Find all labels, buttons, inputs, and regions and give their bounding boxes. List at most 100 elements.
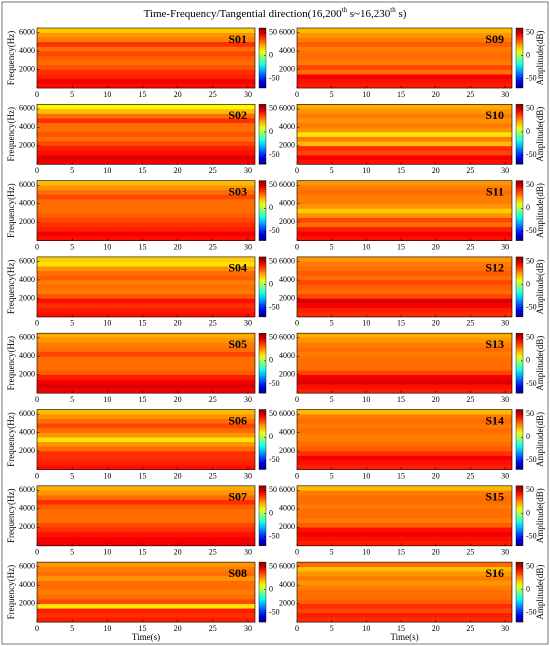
spectrogram-cell: [37, 270, 255, 276]
x-tick-label: 30: [244, 624, 252, 633]
x-tick-label: 10: [362, 90, 370, 99]
spectrogram-cell: [297, 150, 512, 156]
x-tick-label: 20: [174, 166, 182, 175]
panel-label: S10: [485, 108, 504, 122]
colorbar-tick-label: 50: [526, 27, 534, 36]
spectrogram-cell: [37, 508, 255, 514]
spectrogram-cell: [37, 518, 255, 524]
spectrogram-cell: [37, 333, 255, 339]
x-tick-label: 25: [209, 395, 217, 404]
y-tick-label: 4000: [279, 46, 295, 55]
spectrogram-cell: [297, 208, 512, 214]
colorbar-label: Amplitude(dB): [535, 565, 545, 620]
x-tick-label: 15: [397, 166, 405, 175]
spectrogram-cell: [297, 256, 512, 262]
spectrogram-cell: [297, 333, 512, 339]
spectrogram-cell: [37, 562, 255, 568]
y-axis-label: Frequency(Hz): [6, 412, 16, 466]
x-tick-label: 0: [295, 624, 299, 633]
spectrogram-cell: [297, 127, 512, 133]
y-tick-label: 6000: [19, 485, 35, 494]
spectrogram-cell: [297, 312, 512, 318]
spectrogram-cell: [297, 522, 512, 528]
spectrogram-cell: [37, 261, 255, 267]
spectrogram-cell: [297, 270, 512, 276]
x-tick-label: 25: [466, 548, 474, 557]
spectrogram-cell: [37, 580, 255, 586]
plot-frame: [36, 27, 256, 89]
colorbar-tick-label: -50: [526, 379, 537, 388]
spectrogram-cell: [37, 370, 255, 376]
spectrogram-cell: [297, 194, 512, 200]
plot-frame: [36, 256, 256, 318]
x-tick-label: 5: [330, 471, 334, 480]
panel-label: S13: [485, 337, 504, 351]
y-tick-label: 4000: [19, 580, 35, 589]
spectrogram-cell: [37, 490, 255, 496]
spectrogram-cell: [297, 266, 512, 272]
spectrogram-cell: [297, 608, 512, 614]
spectrogram-cell: [37, 351, 255, 357]
spectrogram-cell: [37, 155, 255, 160]
x-tick-label: 30: [501, 242, 509, 251]
colorbar-tick-label: -50: [526, 608, 537, 617]
colorbar-tick-label: -50: [269, 531, 280, 540]
spectrogram-cell: [297, 303, 512, 308]
spectrogram-cell: [297, 589, 512, 595]
spectrogram-cell: [297, 451, 512, 456]
x-tick-label: 10: [103, 90, 111, 99]
spectrogram-cell: [37, 337, 255, 343]
spectrogram-cell: [37, 589, 255, 595]
panel-label: S05: [228, 337, 247, 351]
colorbar-tick-label: 0: [526, 585, 530, 594]
spectrogram-cell: [37, 203, 255, 209]
x-tick-label: 20: [174, 624, 182, 633]
spectrogram-cell: [37, 541, 255, 547]
title-part: s): [396, 8, 407, 20]
spectrogram-cell: [37, 446, 255, 452]
y-tick-label: 4000: [279, 122, 295, 131]
spectrogram-cell: [297, 427, 512, 433]
spectrogram-cell: [297, 580, 512, 586]
spectrogram-cell: [37, 28, 255, 33]
x-tick-label: 0: [35, 166, 39, 175]
spectrogram-cell: [297, 78, 512, 84]
x-tick-label: 30: [244, 548, 252, 557]
x-tick-label: 15: [138, 471, 146, 480]
x-tick-label: 25: [466, 242, 474, 251]
spectrogram-cell: [297, 441, 512, 447]
spectrogram-cell: [37, 307, 255, 313]
colorbar-tick-label: -50: [526, 302, 537, 311]
spectrogram-cell: [37, 455, 255, 461]
x-tick-label: 0: [35, 319, 39, 328]
y-tick-label: 4000: [279, 351, 295, 360]
y-tick-label: 2000: [19, 217, 35, 226]
spectrogram-cell: [37, 41, 255, 47]
panel-label: S01: [228, 32, 247, 46]
spectrogram-cell: [37, 504, 255, 510]
y-tick-label: 6000: [19, 180, 35, 189]
spectrogram-cell: [37, 427, 255, 433]
y-tick-label: 2000: [279, 293, 295, 302]
spectrogram-cell: [297, 541, 512, 547]
y-axis-label: Frequency(Hz): [6, 489, 16, 543]
spectrogram-cell: [37, 256, 255, 262]
spectrogram-cell: [297, 414, 512, 420]
panel-label: S09: [485, 32, 504, 46]
x-tick-label: 0: [295, 166, 299, 175]
spectrogram-cell: [37, 150, 255, 156]
spectrogram-cell: [37, 235, 255, 241]
plot-frame: [36, 409, 256, 470]
y-tick-label: 4000: [19, 351, 35, 360]
colorbar-tick-label: 0: [526, 51, 530, 60]
colorbar-tick-label: -50: [526, 74, 537, 83]
spectrogram-cell: [297, 370, 512, 376]
y-tick-label: 6000: [279, 104, 295, 113]
spectrogram-cell: [297, 603, 512, 609]
colorbar-tick-label: 50: [526, 333, 534, 342]
colorbar-tick-label: -50: [526, 531, 537, 540]
spectrogram-cell: [37, 464, 255, 470]
x-tick-label: 10: [362, 471, 370, 480]
spectrogram-cell: [37, 266, 255, 272]
x-tick-label: 25: [209, 166, 217, 175]
